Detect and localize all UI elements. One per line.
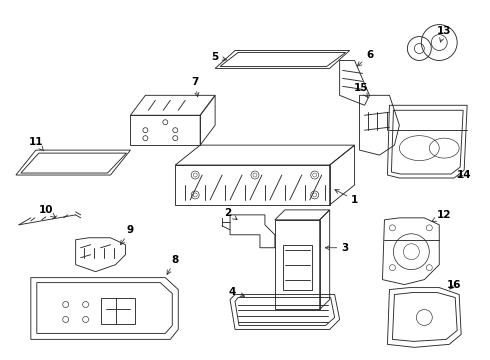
Text: 8: 8	[167, 255, 179, 274]
Text: 9: 9	[121, 225, 134, 245]
Text: 7: 7	[192, 77, 199, 97]
Text: 16: 16	[447, 280, 462, 289]
Text: 15: 15	[354, 84, 369, 98]
Text: 12: 12	[432, 210, 451, 221]
Text: 6: 6	[357, 50, 373, 66]
Text: 3: 3	[325, 243, 348, 253]
Text: 4: 4	[228, 287, 245, 297]
Text: 5: 5	[212, 53, 226, 63]
Text: 11: 11	[28, 137, 44, 151]
Text: 2: 2	[224, 208, 237, 220]
Text: 10: 10	[39, 205, 55, 218]
Text: 13: 13	[437, 26, 451, 42]
Text: 14: 14	[457, 170, 471, 180]
Text: 1: 1	[335, 190, 358, 205]
